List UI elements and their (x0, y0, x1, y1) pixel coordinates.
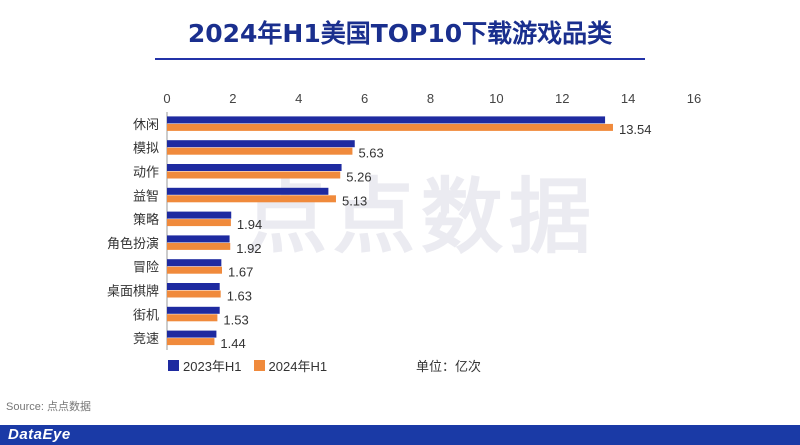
legend: 2023年H1 2024年H1 (168, 356, 339, 375)
legend-label-2023: 2023年H1 (183, 359, 242, 374)
bar-2024 (167, 195, 336, 203)
category-label: 竞速 (133, 331, 159, 347)
bar-2023 (167, 140, 355, 148)
bar-2024 (167, 242, 231, 250)
bar-2023 (167, 164, 342, 171)
category-label: 桌面棋牌 (107, 284, 159, 300)
data-label: 5.63 (358, 146, 383, 161)
category-label: 休闲 (133, 118, 159, 133)
bar-2023 (167, 211, 232, 219)
legend-item-2024: 2024年H1 (253, 356, 328, 375)
category-label: 益智 (133, 189, 159, 204)
x-tick-label: 12 (555, 91, 569, 106)
x-tick-label: 2 (229, 91, 236, 106)
data-label: 1.63 (227, 289, 252, 304)
legend-label-2024: 2024年H1 (268, 359, 328, 374)
brand-logo: DataEye (8, 426, 71, 443)
bar-2024 (167, 338, 215, 346)
category-label: 冒险 (133, 261, 159, 276)
data-label: 1.53 (223, 312, 248, 327)
footer-bar: DataEye (0, 425, 800, 445)
category-label: 街机 (133, 308, 159, 323)
bar-2024 (167, 123, 613, 131)
x-tick-label: 8 (427, 91, 434, 106)
data-label: 1.94 (237, 217, 262, 232)
data-label: 1.92 (236, 241, 261, 256)
bar-2024 (167, 290, 221, 298)
bar-2023 (167, 187, 329, 195)
unit-label: 单位：亿次 (416, 359, 482, 374)
bar-2023 (167, 330, 217, 338)
data-label: 5.13 (342, 193, 367, 208)
x-tick-label: 10 (489, 91, 503, 106)
source-note: Source: 点点数据 (6, 401, 91, 413)
x-tick-label: 14 (621, 91, 635, 106)
bar-2024 (167, 171, 341, 179)
bar-2023 (167, 306, 220, 314)
legend-swatch-2023 (168, 360, 179, 371)
legend-swatch-2024 (253, 360, 265, 371)
bar-2023 (167, 283, 220, 290)
category-label: 角色扮演 (107, 236, 159, 252)
bar-2024 (167, 266, 223, 274)
category-label: 策略 (133, 212, 159, 228)
bar-2024 (167, 147, 353, 155)
category-label: 模拟 (133, 142, 159, 157)
data-label: 5.26 (346, 170, 371, 185)
x-tick-label: 4 (295, 91, 302, 106)
legend-item-2023: 2023年H1 (168, 356, 242, 375)
chart-title: 2024年H1美国TOP10下载游戏品类 (187, 19, 613, 48)
bar-2024 (167, 219, 231, 227)
bar-2024 (167, 314, 218, 322)
data-label: 13.54 (619, 122, 652, 137)
bar-2023 (167, 235, 230, 243)
title-underline (155, 58, 645, 60)
x-tick-label: 16 (687, 91, 701, 106)
category-label: 动作 (133, 166, 159, 181)
x-tick-label: 6 (361, 91, 368, 106)
data-label: 1.44 (220, 336, 245, 351)
x-tick-label: 0 (163, 91, 170, 106)
watermark: 点点数据 (245, 170, 598, 265)
bar-2023 (167, 116, 606, 124)
data-label: 1.67 (228, 265, 253, 280)
bar-2023 (167, 259, 222, 267)
